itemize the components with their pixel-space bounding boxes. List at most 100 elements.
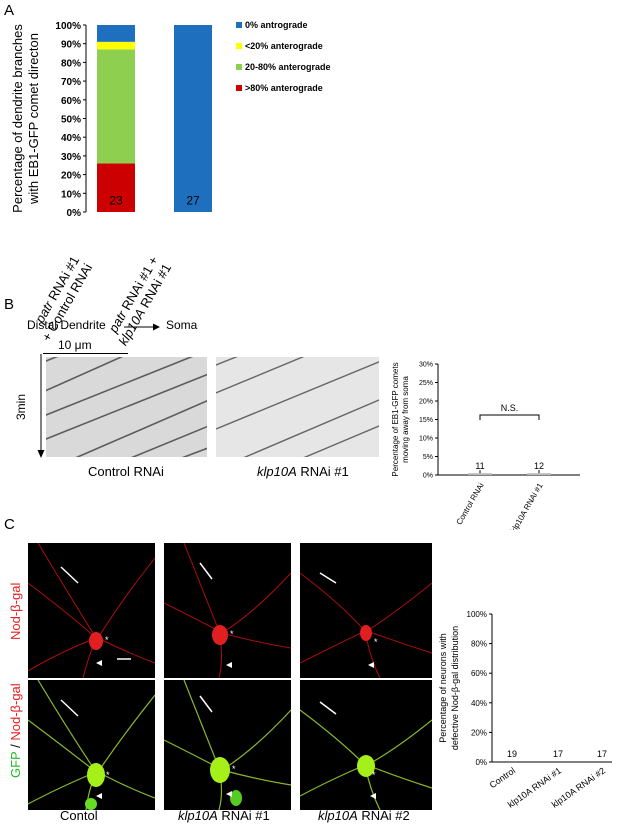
- significance-bracket: [479, 414, 540, 420]
- panel-b-letter: B: [4, 296, 15, 313]
- svg-text:*: *: [105, 635, 109, 645]
- y-tick-label: 30%: [61, 152, 81, 163]
- bar-segment: [97, 163, 135, 212]
- kymo-label-klp10a-text: RNAi #1: [296, 464, 349, 479]
- col-label-klp10a1: klp10A RNAi #1: [178, 808, 270, 823]
- y-axis-label-line: Percentage of dendrite branches: [10, 24, 25, 213]
- svg-text:*: *: [106, 770, 110, 780]
- legend-label: >80% anterograde: [245, 83, 323, 93]
- direction-from-label: Distal Dendrite: [27, 318, 106, 332]
- col-label-klp10a2-text: RNAi #2: [357, 808, 410, 823]
- y-tick-label: 100%: [55, 21, 81, 32]
- x-tick-label: Control RNAi: [455, 481, 486, 526]
- time-label-wrap: 3min: [14, 394, 28, 421]
- bar-count-label: 27: [186, 194, 200, 208]
- panel-b-y-ticks: 0% 5% 10% 15% 20% 25% 30%: [419, 362, 438, 480]
- panel-b-x-labels: Control RNAi klp10A RNAi #1: [455, 481, 545, 530]
- y-tick-label: 10%: [419, 436, 433, 443]
- y-axis-label-line: moving away from soma: [401, 376, 410, 463]
- y-axis-label-line: Percentage of EB1-GFP comets: [391, 362, 400, 476]
- count-label: 17: [553, 749, 563, 759]
- kymo-label-control: Control RNAi: [88, 464, 164, 479]
- micrograph-klp10a2-nod: *: [300, 543, 432, 678]
- y-tick-label: 60%: [61, 96, 81, 107]
- count-label: 11: [475, 461, 484, 471]
- y-tick-label: 20%: [61, 171, 81, 182]
- y-tick-label: 0%: [475, 758, 487, 767]
- y-tick-label: 80%: [471, 640, 487, 649]
- kymo-label-klp10a-italic: klp10A: [257, 464, 297, 479]
- panel-c-counts: 19 17 17: [507, 749, 607, 759]
- panel-b-y-axis-label: Percentage of EB1-GFP comets moving away …: [391, 362, 410, 476]
- bar-segment: [97, 49, 135, 164]
- row2-label-sep: /: [8, 740, 23, 752]
- panel-a-bars: [97, 25, 212, 212]
- direction-arrow-icon: [124, 323, 160, 331]
- col-label-control-text: Contol: [60, 808, 98, 823]
- legend-swatch: [236, 64, 242, 70]
- panel-b-counts: 11 12: [475, 461, 544, 471]
- bar: [468, 473, 492, 475]
- panel-a-letter: A: [4, 2, 15, 19]
- panel-b-chart: Percentage of EB1-GFP comets moving away …: [391, 362, 580, 530]
- legend-label: 20-80% anterograde: [245, 62, 331, 72]
- legend-label: <20% anterograde: [245, 41, 323, 51]
- scale-bar: [43, 353, 128, 354]
- panel-b-axes: [437, 364, 580, 476]
- bar-segment: [97, 41, 135, 50]
- svg-text:*: *: [374, 637, 378, 647]
- col-label-control: Contol: [60, 808, 98, 823]
- y-tick-label: 40%: [61, 133, 81, 144]
- panel-c-chart: Percentage of neurons with defective Nod-…: [438, 610, 612, 810]
- micrograph-klp10a2-overlay: *: [300, 680, 432, 810]
- row2-label-gfp: GFP: [8, 751, 23, 779]
- micrograph-control-overlay: *: [28, 680, 155, 810]
- panel-a-bar-counts: 23 27: [109, 194, 200, 208]
- row2-label-wrap: GFP / Nod-β-gal: [8, 683, 23, 779]
- panel-b-bars: [468, 470, 551, 475]
- kymo-label-klp10a: klp10A RNAi #1: [257, 464, 349, 479]
- time-arrow-icon: [37, 354, 45, 458]
- col-label-klp10a2-italic: klp10A: [318, 808, 358, 823]
- panel-c-y-ticks: 0% 20% 40% 60% 80% 100%: [467, 610, 492, 767]
- y-tick-label: 40%: [471, 699, 487, 708]
- y-tick-label: 100%: [467, 610, 487, 619]
- y-tick-label: 30%: [419, 362, 433, 369]
- y-tick-label: 20%: [419, 399, 433, 406]
- legend-swatch: [236, 43, 242, 49]
- y-tick-label: 10%: [61, 189, 81, 200]
- legend-swatch: [236, 22, 242, 28]
- kymograph-control: [46, 357, 207, 457]
- panel-b-significance: N.S.: [479, 403, 540, 420]
- y-axis-label-line: Percentage of neurons with: [438, 633, 448, 743]
- x-tick-label: Control: [488, 765, 518, 790]
- x-tick-label: klp10A RNAi #1: [509, 481, 545, 530]
- row1-label: Nod-β-gal: [8, 582, 23, 640]
- count-label: 19: [507, 749, 517, 759]
- panel-a-xlabel-1: patr RNAi #1 + Control RNAi: [32, 254, 95, 344]
- bar-count-label: 23: [109, 194, 123, 208]
- direction-to-label: Soma: [166, 318, 198, 332]
- row2-label-nod: Nod-β-gal: [8, 683, 23, 741]
- y-tick-label: 90%: [61, 40, 81, 51]
- y-tick-label: 25%: [419, 380, 433, 387]
- bar: [527, 473, 551, 475]
- panel-c-y-axis-label: Percentage of neurons with defective Nod-…: [438, 626, 460, 750]
- y-axis-label-line: with EB1-GFP comet directon: [26, 33, 41, 205]
- micrograph-control-nod: *: [28, 543, 155, 678]
- kymograph-klp10a: [216, 357, 379, 457]
- y-tick-label: 50%: [61, 115, 81, 126]
- y-tick-label: 5%: [423, 454, 433, 461]
- col-label-klp10a1-text: RNAi #1: [217, 808, 270, 823]
- scale-bar-label: 10 μm: [58, 338, 92, 352]
- y-tick-label: 15%: [419, 417, 433, 424]
- kymo-label-control-text: Control RNAi: [88, 464, 164, 479]
- y-tick-label: 0%: [423, 473, 433, 480]
- y-tick-label: 20%: [471, 728, 487, 737]
- significance-label: N.S.: [501, 403, 519, 413]
- panel-a-y-axis-label: Percentage of dendrite branches with EB1-…: [10, 24, 41, 213]
- bar-segment: [174, 25, 212, 212]
- panel-a-xlabel-2: patr RNAi #1 + klp10A RNAi #1: [105, 254, 174, 348]
- col-label-klp10a1-italic: klp10A: [178, 808, 218, 823]
